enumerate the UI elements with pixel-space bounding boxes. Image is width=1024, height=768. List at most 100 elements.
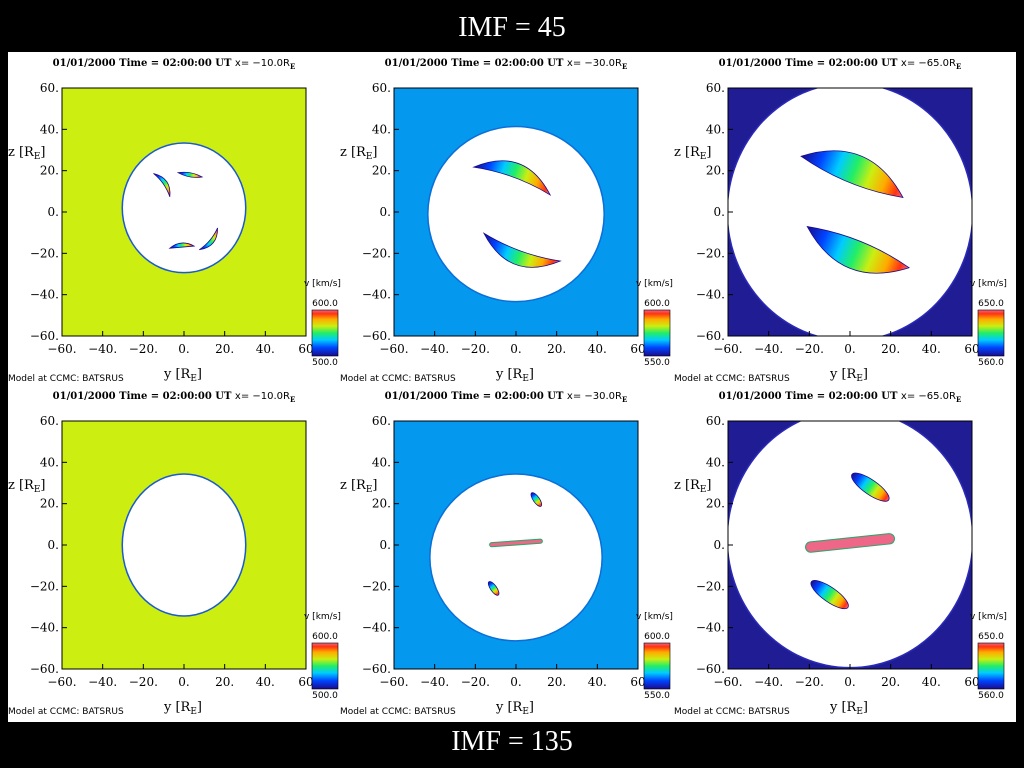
y-tick-label: 60.: [40, 81, 59, 95]
colorbar-min: 550.0: [644, 358, 670, 368]
header-position-sub: E: [621, 62, 628, 71]
y-tick-label: 60.: [372, 414, 391, 428]
feature-blob-upper: [530, 492, 543, 507]
x-axis-label: y [RE]: [495, 700, 534, 717]
colorbar-max: 600.0: [644, 299, 670, 309]
plot-svg: 60. 40. 20. 0. −20. −40. −60.−60. −40. −20. 0. 20.…: [340, 81, 673, 384]
x-tick-label: 0.: [178, 675, 189, 689]
x-tick-label: −40.: [754, 342, 783, 356]
header-time: Time = 02:00:00 UT: [451, 391, 567, 402]
x-tick-label: −20.: [129, 675, 158, 689]
y-axis-label: z [RE]: [340, 145, 378, 162]
feature-blob-lower: [810, 580, 849, 610]
header-position: x= −30.0R: [566, 58, 622, 69]
colorbar-min: 560.0: [978, 691, 1004, 701]
x-tick-label: 0.: [510, 675, 521, 689]
header-date: 01/01/2000: [718, 58, 786, 69]
void-region: [430, 474, 602, 641]
header-position-sub: E: [955, 395, 962, 404]
header-position-sub: E: [289, 62, 296, 71]
y-tick-label: −60.: [362, 329, 391, 343]
y-tick-label: −20.: [30, 246, 59, 260]
y-tick-label: −20.: [696, 579, 725, 593]
y-axis-label: z [RE]: [8, 478, 46, 495]
x-tick-label: 40.: [256, 342, 275, 356]
x-axis-label: y [RE]: [495, 367, 534, 384]
header-date: 01/01/2000: [52, 391, 120, 402]
void-region: [728, 88, 972, 336]
x-tick-label: 40.: [922, 342, 941, 356]
feature-crescent-upper-right: [176, 171, 204, 178]
header-date: 01/01/2000: [52, 58, 120, 69]
y-tick-label: 0.: [48, 538, 59, 552]
x-tick-label: −60.: [47, 675, 76, 689]
y-tick-label: 20.: [706, 164, 725, 178]
plot-panel-5: 01/01/2000 Time = 02:00:00 UT x= −30.0RE…: [340, 385, 673, 718]
x-tick-label: −20.: [795, 342, 824, 356]
plot-panel-3: 01/01/2000 Time = 02:00:00 UT x= −65.0RE…: [674, 52, 1007, 385]
colorbar: [311, 642, 339, 690]
header-position: x= −10.0R: [234, 391, 290, 402]
x-tick-label: 20.: [881, 342, 900, 356]
feature-crescent-upper-left: [153, 173, 171, 197]
feature-arc-lower: [806, 226, 910, 274]
colorbar-min: 500.0: [312, 358, 338, 368]
model-credit: Model at CCMC: BATSRUS: [340, 374, 456, 384]
plot-panel-1: 01/01/2000 Time = 02:00:00 UT x= −10.0RE…: [8, 52, 341, 385]
y-tick-label: 60.: [40, 414, 59, 428]
panel-header: 01/01/2000 Time = 02:00:00 UT x= −65.0RE: [674, 391, 1006, 404]
feature-sheet-center: [489, 538, 543, 548]
x-tick-label: 0.: [510, 342, 521, 356]
model-credit: Model at CCMC: BATSRUS: [8, 374, 124, 384]
x-tick-label: 40.: [588, 675, 607, 689]
colorbar: [977, 309, 1005, 357]
y-tick-label: 20.: [40, 164, 59, 178]
feature-arc-upper: [800, 150, 904, 198]
x-tick-label: −40.: [88, 675, 117, 689]
feature-blob-upper: [851, 472, 890, 502]
y-axis-label: z [RE]: [8, 145, 46, 162]
x-tick-label: −20.: [461, 342, 490, 356]
x-tick-label: −40.: [420, 342, 449, 356]
x-tick-label: 0.: [844, 342, 855, 356]
x-tick-label: 60: [964, 342, 979, 356]
y-tick-label: −20.: [696, 246, 725, 260]
panel-header: 01/01/2000 Time = 02:00:00 UT x= −30.0RE: [340, 391, 672, 404]
feature-arc-lower: [482, 232, 562, 268]
plot-svg: 60. 40. 20. 0. −20. −40. −60.−60. −40. −20. 0. 20.…: [674, 81, 1007, 384]
x-tick-label: 0.: [178, 342, 189, 356]
y-tick-label: 40.: [372, 122, 391, 136]
y-tick-label: −40.: [30, 621, 59, 635]
colorbar-max: 650.0: [978, 299, 1004, 309]
y-tick-label: 40.: [372, 455, 391, 469]
x-tick-label: 20.: [215, 675, 234, 689]
y-tick-label: −40.: [696, 621, 725, 635]
colorbar-min: 550.0: [644, 691, 670, 701]
header-position: x= −65.0R: [900, 58, 956, 69]
x-tick-label: −20.: [795, 675, 824, 689]
x-tick-label: 60: [298, 342, 313, 356]
figure-grid: 01/01/2000 Time = 02:00:00 UT x= −10.0RE…: [8, 52, 1016, 722]
x-axis-label: y [RE]: [163, 700, 202, 717]
y-axis-label: z [RE]: [674, 145, 712, 162]
plot-svg: 60. 40. 20. 0. −20. −40. −60.−60. −40. −20. 0. 20.…: [8, 81, 341, 384]
header-position-sub: E: [955, 62, 962, 71]
plot-panel-6: 01/01/2000 Time = 02:00:00 UT x= −65.0RE…: [674, 385, 1007, 718]
header-date: 01/01/2000: [384, 391, 452, 402]
x-tick-label: 20.: [881, 675, 900, 689]
panel-header: 01/01/2000 Time = 02:00:00 UT x= −30.0RE: [340, 58, 672, 71]
header-position: x= −30.0R: [566, 391, 622, 402]
slide-title-top: IMF = 45: [458, 12, 566, 43]
x-tick-label: −40.: [754, 675, 783, 689]
header-position-sub: E: [289, 395, 296, 404]
y-tick-label: −60.: [696, 662, 725, 676]
plot-svg: 60. 40. 20. 0. −20. −40. −60.−60. −40. −20. 0. 20.…: [8, 414, 341, 717]
feature-crescent-lower-right: [199, 227, 218, 251]
colorbar-label: v [km/s]: [636, 279, 673, 289]
feature-blob-lower: [487, 581, 500, 596]
y-tick-label: 40.: [706, 122, 725, 136]
header-position: x= −10.0R: [234, 58, 290, 69]
y-tick-label: −20.: [362, 579, 391, 593]
colorbar-min: 500.0: [312, 691, 338, 701]
header-time: Time = 02:00:00 UT: [119, 391, 235, 402]
